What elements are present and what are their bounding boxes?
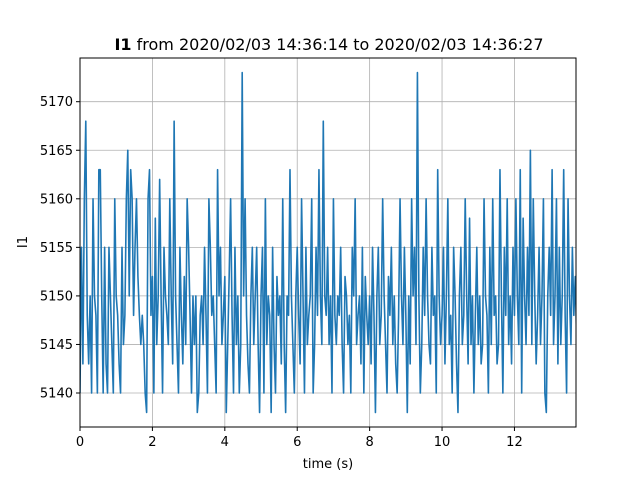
chart-title: I1 from 2020/02/03 14:36:14 to 2020/02/0…	[114, 35, 543, 54]
y-axis-ticks: 5140 5145 5150 5155 5160 5165 5170	[40, 95, 80, 402]
y-tick-label: 5150	[40, 289, 73, 304]
y-tick-label: 5170	[40, 95, 73, 110]
y-tick-label: 5160	[40, 192, 73, 207]
y-tick-label: 5155	[40, 241, 73, 256]
grid-lines	[79, 58, 576, 427]
x-tick-label: 10	[434, 435, 451, 450]
series-line	[80, 71, 576, 414]
y-tick-label: 5165	[40, 144, 73, 159]
x-tick-label: 12	[506, 435, 523, 450]
y-tick-label: 5140	[40, 387, 73, 402]
series-group	[80, 71, 576, 414]
chart-title-rest: from 2020/02/03 14:36:14 to 2020/02/03 1…	[132, 35, 544, 54]
chart-title-bold: I1	[114, 35, 131, 54]
x-tick-label: 2	[148, 435, 156, 450]
y-tick-label: 5145	[40, 338, 73, 353]
x-tick-label: 8	[365, 435, 373, 450]
x-axis-label: time (s)	[303, 457, 353, 472]
x-axis-ticks: 0 2 4 6 8 10 12	[76, 427, 523, 450]
y-axis-label: I1	[16, 236, 31, 248]
x-tick-label: 0	[76, 435, 84, 450]
x-tick-label: 6	[293, 435, 301, 450]
plot-frame	[79, 57, 577, 428]
x-tick-label: 4	[221, 435, 229, 450]
